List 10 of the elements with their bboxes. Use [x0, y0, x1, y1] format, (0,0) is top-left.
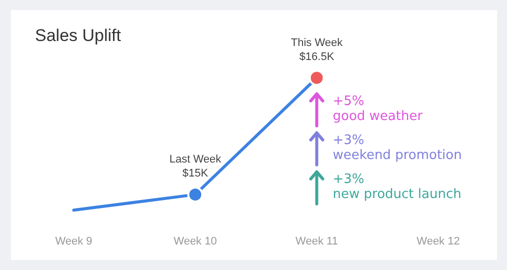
x-tick-label: Week 11: [296, 236, 338, 248]
data-label: This Week $16.5K: [290, 36, 344, 63]
annotation: +5% good weather: [332, 94, 424, 124]
chart-title: Sales Uplift: [35, 26, 122, 45]
annotation: +3% new product launch: [332, 172, 462, 202]
data-label: Last Week $15K: [169, 154, 222, 180]
x-tick-label: Week 12: [416, 236, 460, 248]
annotation: +3% weekend promotion: [332, 132, 462, 163]
x-tick-label: Week 10: [174, 236, 217, 248]
x-tick-label: Week 9: [55, 236, 92, 248]
